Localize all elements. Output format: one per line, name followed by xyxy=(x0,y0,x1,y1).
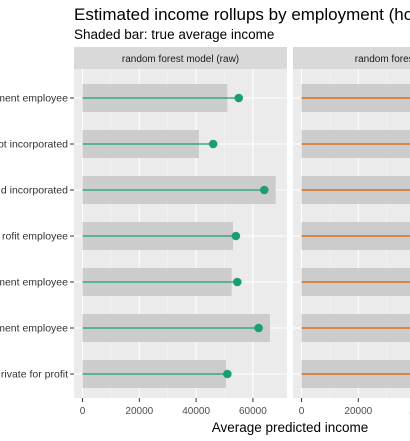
category-label: ment employee xyxy=(0,323,68,335)
x-tick-label: 40000 xyxy=(182,406,210,417)
facet-strip-label: random forest mode xyxy=(355,54,410,65)
facet-strip xyxy=(74,47,287,69)
prediction-point xyxy=(254,323,263,333)
category-label: ot incorporated xyxy=(0,139,68,151)
category-label: ment employee xyxy=(0,277,68,289)
category-label: rivate for profit xyxy=(1,369,68,381)
x-tick-label: 60000 xyxy=(239,406,267,417)
x-tick-label: 0 xyxy=(80,406,86,417)
facet-strip xyxy=(293,47,410,69)
facet-panel: random forest mode02000040 xyxy=(293,47,410,417)
x-axis-title: Average predicted income xyxy=(212,420,369,435)
x-tick-label: 20000 xyxy=(125,406,153,417)
prediction-point xyxy=(233,277,242,287)
category-label: rofit employee xyxy=(2,231,68,243)
chart-subtitle: Shaded bar: true average income xyxy=(74,27,274,42)
category-labels: ment employee ot incorporated d incorporat… xyxy=(0,93,74,381)
prediction-point xyxy=(208,139,218,149)
facet-panels: random forest model (raw) 0 20000 40000 6000… xyxy=(74,47,410,417)
prediction-point xyxy=(259,185,269,195)
x-tick-label: 20000 xyxy=(344,406,372,417)
chart-title: Estimated income rollups by employment (… xyxy=(74,5,410,24)
category-label: ment employee xyxy=(0,93,68,105)
prediction-point xyxy=(231,231,241,241)
prediction-point xyxy=(223,369,232,379)
prediction-point xyxy=(234,93,244,103)
category-label: d incorporated xyxy=(1,185,68,197)
facet-strip-label: random forest model (raw) xyxy=(122,54,239,65)
facet-panel: random forest model (raw) 0 20000 40000 6000… xyxy=(74,47,287,417)
x-tick-label: 0 xyxy=(299,406,305,417)
